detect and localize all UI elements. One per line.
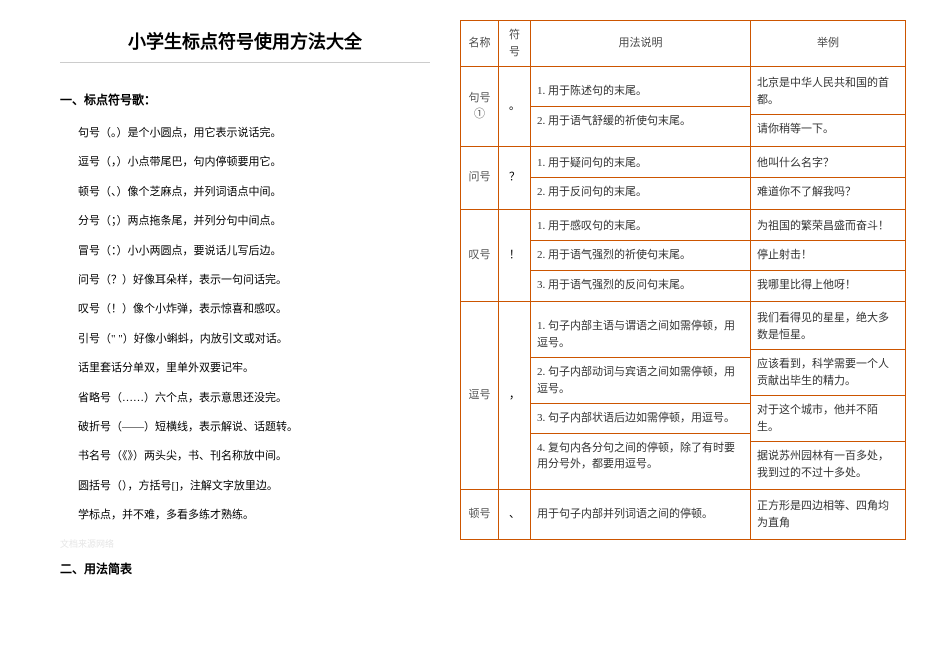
example-item: 北京是中华人民共和国的首都。 <box>757 73 899 110</box>
table-row: 顿号 、 用于句子内部并列词语之间的停顿。 正方形是四边相等、四角均为直角 <box>461 490 906 540</box>
cell-name: 叹号 <box>461 209 499 302</box>
th-example: 举例 <box>751 21 906 67</box>
rhyme-line: 句号（。）是个小圆点，用它表示说话完。 <box>78 126 430 141</box>
cell-name: 逗号 <box>461 302 499 490</box>
table-row: 叹号 ！ 1. 用于感叹句的末尾。 2. 用于语气强烈的祈使句末尾。 3. 用于… <box>461 209 906 302</box>
usage-item: 4. 复句内各分句之间的停顿，除了有时要用分号外，都要用逗号。 <box>537 438 744 475</box>
watermark-text: 文档来源网络 <box>60 537 430 550</box>
inner-divider <box>531 177 750 178</box>
usage-item: 2. 用于语气强烈的祈使句末尾。 <box>537 245 744 266</box>
inner-divider <box>531 270 750 271</box>
example-item: 为祖国的繁荣昌盛而奋斗！ <box>757 216 899 237</box>
rhyme-line: 破折号（——）短横线，表示解说、话题转。 <box>78 420 430 435</box>
cell-usage: 1. 用于感叹句的末尾。 2. 用于语气强烈的祈使句末尾。 3. 用于语气强烈的… <box>531 209 751 302</box>
cell-usage: 1. 用于疑问句的末尾。 2. 用于反问句的末尾。 <box>531 146 751 209</box>
inner-divider <box>531 403 750 404</box>
example-item: 我们看得见的星星，绝大多数是恒星。 <box>757 308 899 345</box>
inner-divider <box>751 240 905 241</box>
usage-item: 用于句子内部并列词语之间的停顿。 <box>537 504 744 525</box>
rhyme-list: 句号（。）是个小圆点，用它表示说话完。 逗号（，）小点带尾巴，句内停顿要用它。 … <box>60 126 430 523</box>
rhyme-line: 引号（" "）好像小蝌蚪，内放引文或对话。 <box>78 332 430 347</box>
right-column: 名称 符号 用法说明 举例 句号① 。 1. 用于陈述句的末尾。 2. 用于语气… <box>460 0 945 668</box>
cell-symbol: ？ <box>499 146 531 209</box>
cell-symbol: 。 <box>499 67 531 147</box>
example-item: 请你稍等一下。 <box>757 119 899 140</box>
inner-divider <box>751 177 905 178</box>
cell-example: 我们看得见的星星，绝大多数是恒星。 应该看到，科学需要一个人贡献出毕生的精力。 … <box>751 302 906 490</box>
cell-usage: 用于句子内部并列词语之间的停顿。 <box>531 490 751 540</box>
cell-example: 正方形是四边相等、四角均为直角 <box>751 490 906 540</box>
usage-item: 1. 用于感叹句的末尾。 <box>537 216 744 237</box>
rhyme-line: 省略号（……）六个点，表示意思还没完。 <box>78 391 430 406</box>
punctuation-table: 名称 符号 用法说明 举例 句号① 。 1. 用于陈述句的末尾。 2. 用于语气… <box>460 20 906 540</box>
inner-divider <box>751 395 905 396</box>
usage-item: 3. 句子内部状语后边如需停顿，用逗号。 <box>537 408 744 429</box>
cell-example: 他叫什么名字？ 难道你不了解我吗？ <box>751 146 906 209</box>
rhyme-line: 顿号（、）像个芝麻点，并列词语点中间。 <box>78 185 430 200</box>
example-item: 对于这个城市，他并不陌生。 <box>757 400 899 437</box>
cell-example: 为祖国的繁荣昌盛而奋斗！ 停止射击！ 我哪里比得上他呀！ <box>751 209 906 302</box>
rhyme-line: 叹号（！）像个小炸弹，表示惊喜和感叹。 <box>78 302 430 317</box>
table-header-row: 名称 符号 用法说明 举例 <box>461 21 906 67</box>
th-name: 名称 <box>461 21 499 67</box>
example-item: 应该看到，科学需要一个人贡献出毕生的精力。 <box>757 354 899 391</box>
table-row: 句号① 。 1. 用于陈述句的末尾。 2. 用于语气舒缓的祈使句末尾。 北京是中… <box>461 67 906 147</box>
inner-divider <box>751 441 905 442</box>
rhyme-line: 冒号（：）小小两圆点，要说话儿写后边。 <box>78 244 430 259</box>
example-item: 据说苏州园林有一百多处，我到过的不过十多处。 <box>757 446 899 483</box>
left-column: 小学生标点符号使用方法大全 一、标点符号歌： 句号（。）是个小圆点，用它表示说话… <box>0 0 460 668</box>
rhyme-line: 学标点，并不难，多看多练才熟练。 <box>78 508 430 523</box>
inner-divider <box>751 349 905 350</box>
rhyme-line: 问号（？）好像耳朵样，表示一句问话完。 <box>78 273 430 288</box>
th-symbol: 符号 <box>499 21 531 67</box>
cell-usage: 1. 句子内部主语与谓语之间如需停顿，用逗号。 2. 句子内部动词与宾语之间如需… <box>531 302 751 490</box>
example-item: 难道你不了解我吗？ <box>757 182 899 203</box>
th-usage: 用法说明 <box>531 21 751 67</box>
usage-item: 3. 用于语气强烈的反问句末尾。 <box>537 275 744 296</box>
rhyme-line: 书名号（《》）两头尖，书、刊名称放中间。 <box>78 449 430 464</box>
page-title: 小学生标点符号使用方法大全 <box>60 28 430 54</box>
cell-symbol: ， <box>499 302 531 490</box>
inner-divider <box>751 114 905 115</box>
example-item: 停止射击！ <box>757 245 899 266</box>
cell-symbol: ！ <box>499 209 531 302</box>
inner-divider <box>531 240 750 241</box>
title-divider <box>60 62 430 63</box>
section2-heading: 二、用法简表 <box>60 560 430 577</box>
usage-item: 1. 用于疑问句的末尾。 <box>537 153 744 174</box>
rhyme-line: 话里套话分单双，里单外双要记牢。 <box>78 361 430 376</box>
inner-divider <box>751 270 905 271</box>
usage-item: 2. 句子内部动词与宾语之间如需停顿，用逗号。 <box>537 362 744 399</box>
cell-name: 顿号 <box>461 490 499 540</box>
example-item: 他叫什么名字？ <box>757 153 899 174</box>
inner-divider <box>531 433 750 434</box>
document-page: 小学生标点符号使用方法大全 一、标点符号歌： 句号（。）是个小圆点，用它表示说话… <box>0 0 945 668</box>
rhyme-line: 圆括号（），方括号[]，注解文字放里边。 <box>78 479 430 494</box>
cell-name: 问号 <box>461 146 499 209</box>
usage-item: 2. 用于语气舒缓的祈使句末尾。 <box>537 111 744 132</box>
cell-name: 句号① <box>461 67 499 147</box>
usage-item: 2. 用于反问句的末尾。 <box>537 182 744 203</box>
table-row: 逗号 ， 1. 句子内部主语与谓语之间如需停顿，用逗号。 2. 句子内部动词与宾… <box>461 302 906 490</box>
table-row: 问号 ？ 1. 用于疑问句的末尾。 2. 用于反问句的末尾。 他叫什么名字？ 难… <box>461 146 906 209</box>
rhyme-line: 逗号（，）小点带尾巴，句内停顿要用它。 <box>78 155 430 170</box>
inner-divider <box>531 106 750 107</box>
usage-item: 1. 用于陈述句的末尾。 <box>537 81 744 102</box>
cell-example: 北京是中华人民共和国的首都。 请你稍等一下。 <box>751 67 906 147</box>
cell-symbol: 、 <box>499 490 531 540</box>
example-item: 正方形是四边相等、四角均为直角 <box>757 496 899 533</box>
rhyme-line: 分号（；）两点拖条尾，并列分句中间点。 <box>78 214 430 229</box>
example-item: 我哪里比得上他呀！ <box>757 275 899 296</box>
inner-divider <box>531 357 750 358</box>
section1-heading: 一、标点符号歌： <box>60 91 430 108</box>
cell-usage: 1. 用于陈述句的末尾。 2. 用于语气舒缓的祈使句末尾。 <box>531 67 751 147</box>
usage-item: 1. 句子内部主语与谓语之间如需停顿，用逗号。 <box>537 316 744 353</box>
